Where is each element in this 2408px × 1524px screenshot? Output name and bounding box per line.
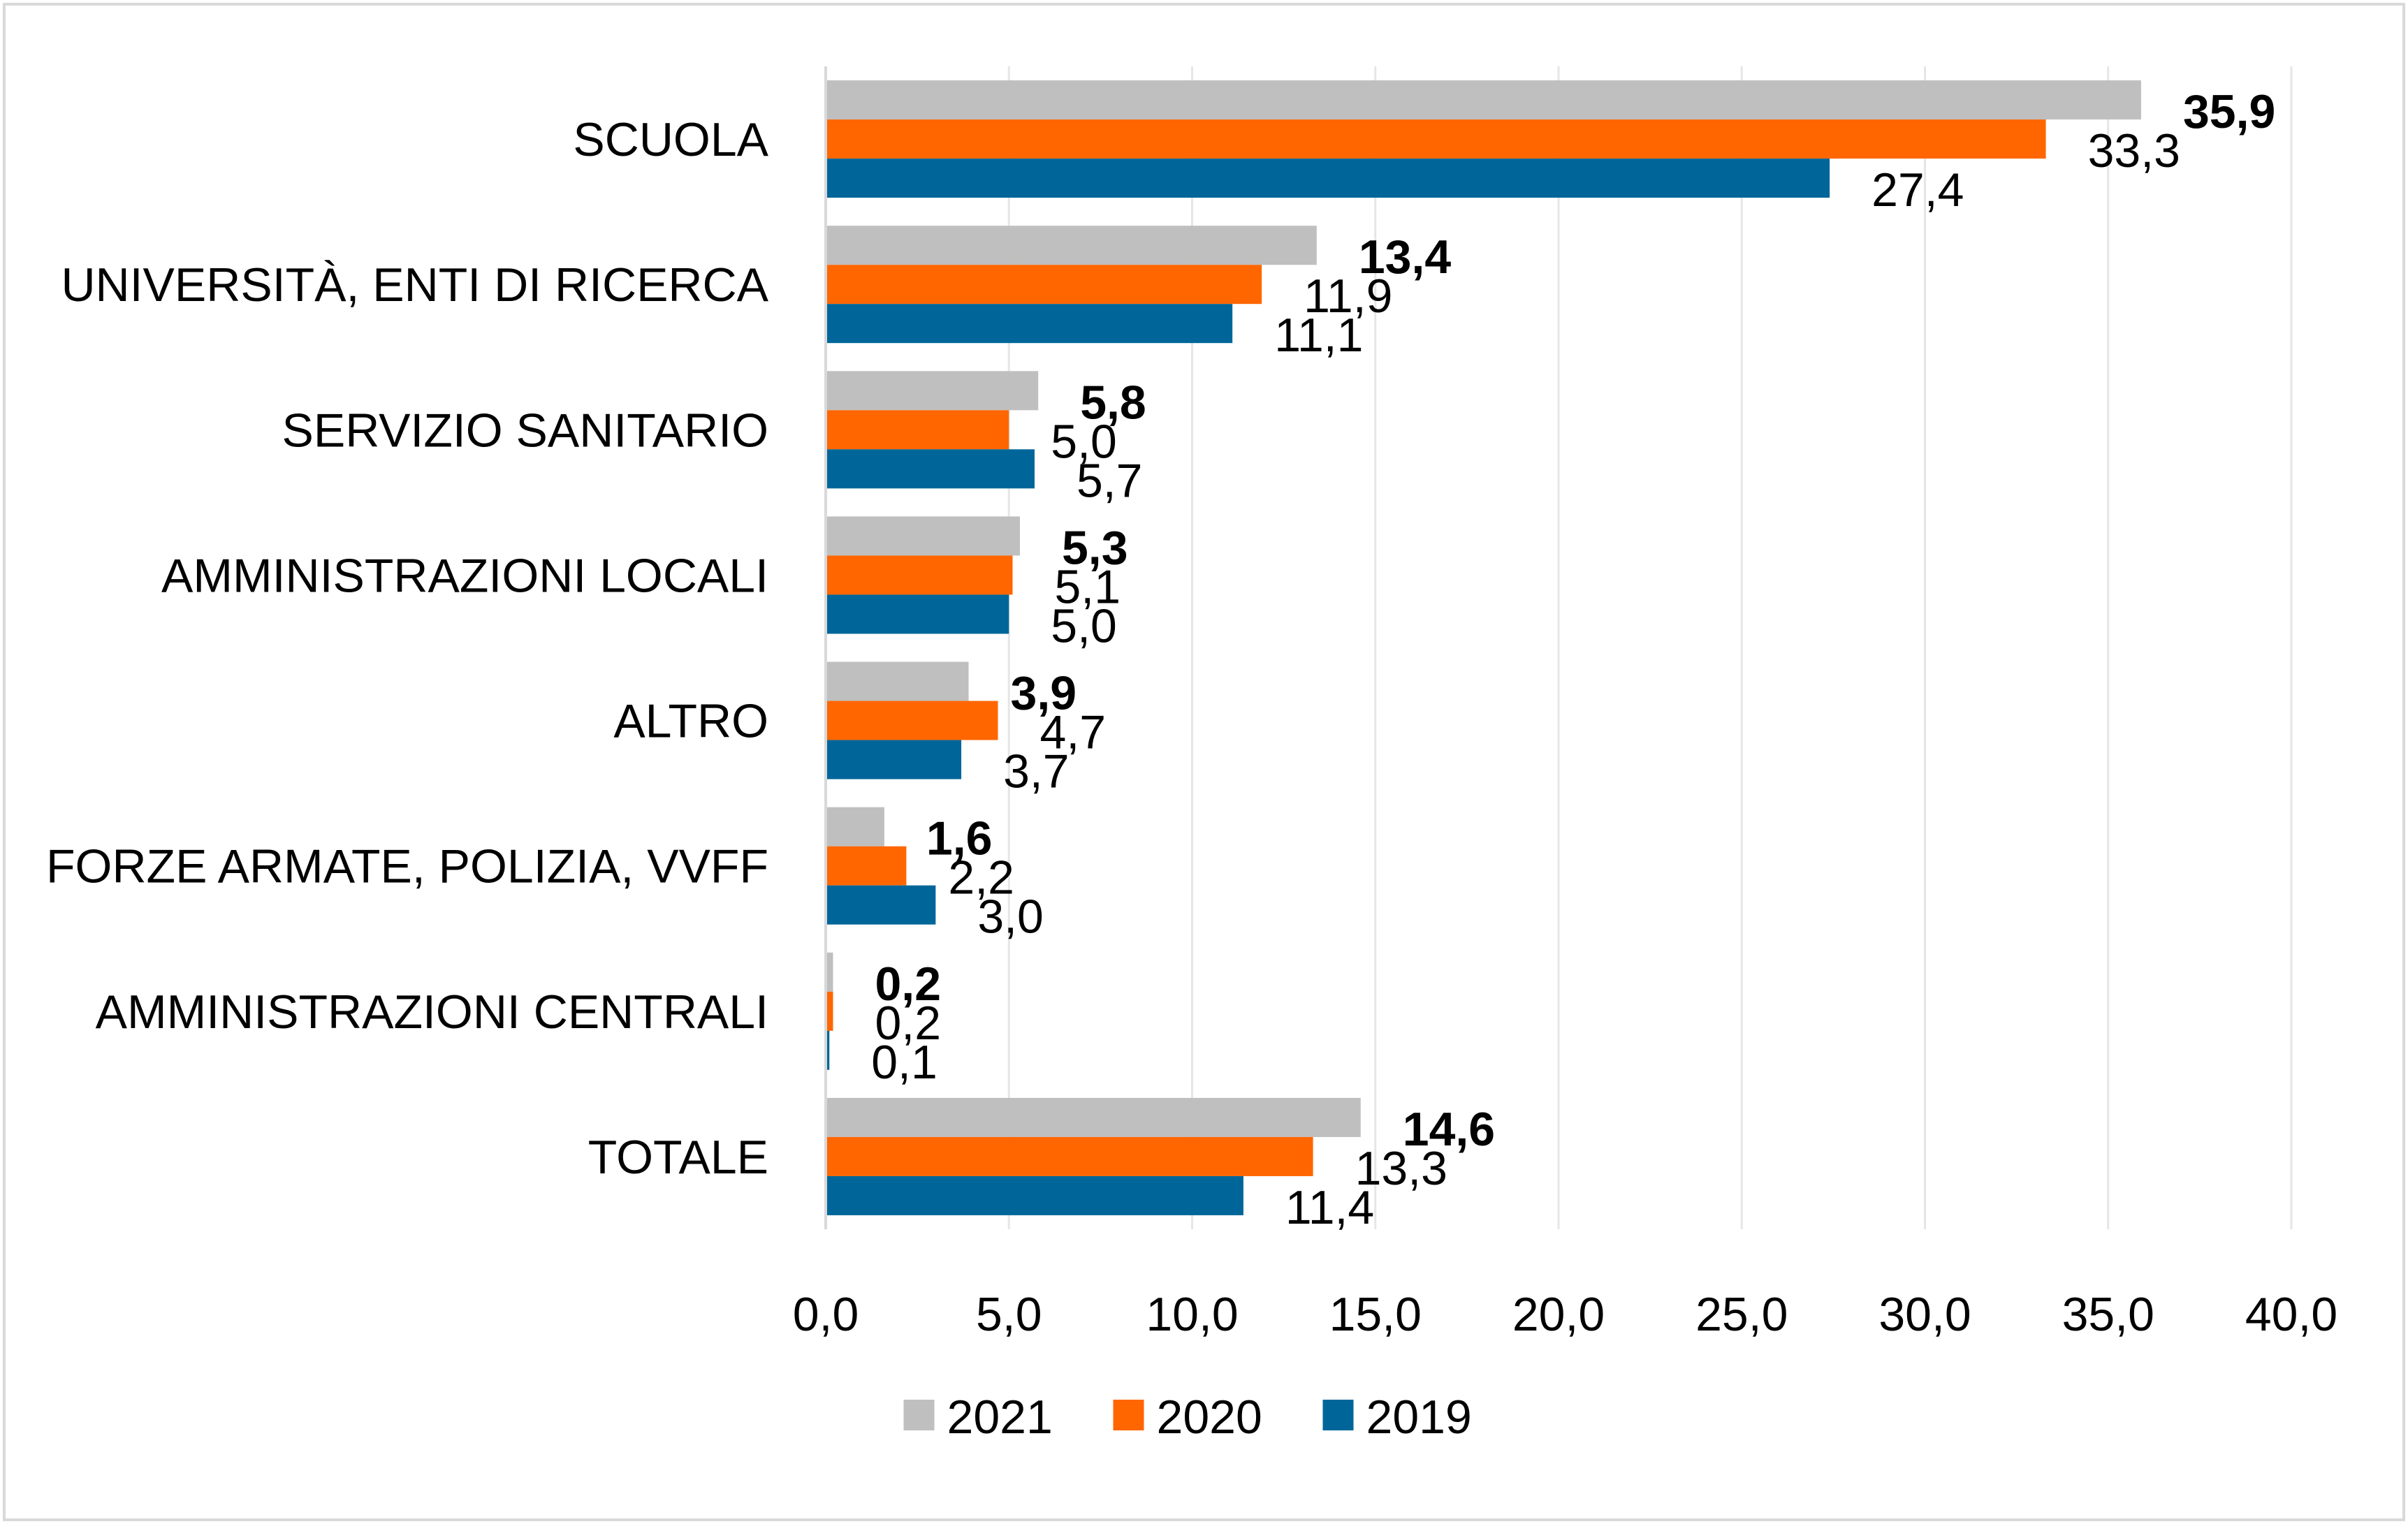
data-label-2021: 13,4: [1359, 230, 1452, 284]
data-label-2020: 11,9: [1304, 270, 1392, 323]
legend-swatch-2020: [1113, 1400, 1144, 1430]
x-tick-label: 30,0: [1878, 1288, 1971, 1341]
category-label: SCUOLA: [573, 113, 768, 166]
category-label: ALTRO: [613, 695, 768, 748]
bar-2020: [826, 701, 998, 740]
bar-2021: [826, 661, 969, 701]
bar-2019: [826, 449, 1035, 489]
bar-2020: [826, 846, 907, 886]
data-label-2021: 0,2: [875, 958, 941, 1011]
bar-2019: [826, 1030, 830, 1070]
bar-2019: [826, 1175, 1243, 1215]
data-label-2021: 35,9: [2183, 85, 2275, 138]
category-label: AMMINISTRAZIONI CENTRALI: [96, 986, 768, 1039]
bar-2019: [826, 740, 962, 779]
legend-label-2020: 2020: [1157, 1391, 1262, 1444]
category-label: TOTALE: [588, 1131, 768, 1184]
x-tick-labels: 0,0 5,0 10,0 15,0 20,0 25,0 30,0 35,0 40,0: [793, 1288, 2337, 1341]
data-label-2019: 5,7: [1077, 454, 1143, 507]
data-label-2020: 4,7: [1040, 706, 1107, 759]
bar-2021: [826, 952, 833, 992]
x-tick-label: 10,0: [1146, 1288, 1238, 1341]
data-label-2019: 11,4: [1285, 1181, 1374, 1234]
legend-swatch-2021: [903, 1400, 935, 1430]
data-label-2020: 5,0: [1051, 415, 1117, 468]
bar-2019: [826, 885, 936, 925]
bar-2021: [826, 1097, 1361, 1137]
data-label-2019: 27,4: [1871, 163, 1964, 217]
category-label: UNIVERSITÀ, ENTI DI RICERCA: [61, 258, 768, 312]
x-tick-label: 0,0: [793, 1288, 859, 1341]
legend-label-2021: 2021: [947, 1391, 1053, 1444]
bar-2020: [826, 265, 1262, 305]
data-label-2021: 5,8: [1080, 376, 1146, 429]
bar-2021: [826, 516, 1020, 556]
bar-2021: [826, 807, 884, 847]
data-label-2020: 13,3: [1355, 1142, 1447, 1195]
data-label-2020: 5,1: [1054, 560, 1121, 613]
data-label-2020: 33,3: [2088, 124, 2180, 177]
legend: 2021 2020 2019: [903, 1391, 1472, 1444]
data-label-2021: 1,6: [926, 812, 993, 865]
x-tick-label: 40,0: [2245, 1288, 2337, 1341]
legend-label-2019: 2019: [1366, 1391, 1472, 1444]
bar-2020: [826, 991, 833, 1031]
x-tick-label: 20,0: [1512, 1288, 1605, 1341]
category-label: AMMINISTRAZIONI LOCALI: [161, 549, 768, 602]
category-label: SERVIZIO SANITARIO: [282, 404, 768, 457]
data-label-2019: 0,1: [871, 1036, 937, 1089]
category-labels: SCUOLA UNIVERSITÀ, ENTI DI RICERCA SERVIZI…: [46, 113, 769, 1184]
bar-2019: [826, 159, 1830, 198]
bar-2019: [826, 304, 1233, 344]
data-label-2020: 2,2: [948, 851, 1014, 904]
data-label-2019: 3,0: [977, 891, 1044, 944]
data-label-2020: 0,2: [875, 997, 941, 1050]
data-label-2021: 3,9: [1011, 667, 1077, 720]
bar-2020: [826, 555, 1013, 595]
bar-2020: [826, 1136, 1313, 1176]
x-tick-label: 15,0: [1329, 1288, 1422, 1341]
data-labels: 35,933,327,413,411,911,15,85,05,75,35,15…: [871, 85, 2275, 1234]
bar-2020: [826, 119, 2046, 159]
legend-swatch-2019: [1322, 1400, 1354, 1430]
data-label-2021: 14,6: [1403, 1103, 1495, 1156]
data-label-2019: 5,0: [1051, 599, 1117, 652]
bars: [826, 80, 2141, 1215]
data-label-2021: 5,3: [1062, 521, 1128, 574]
data-label-2019: 3,7: [1003, 745, 1070, 798]
bar-2021: [826, 80, 2141, 120]
x-tick-label: 35,0: [2062, 1288, 2154, 1341]
bar-2019: [826, 594, 1009, 634]
x-tick-label: 5,0: [976, 1288, 1042, 1341]
category-label: FORZE ARMATE, POLIZIA, VVFF: [46, 840, 768, 893]
bar-2021: [826, 226, 1317, 265]
data-label-2019: 11,1: [1274, 309, 1363, 362]
bar-2020: [826, 410, 1009, 450]
x-tick-label: 25,0: [1695, 1288, 1788, 1341]
bar-2021: [826, 371, 1039, 411]
